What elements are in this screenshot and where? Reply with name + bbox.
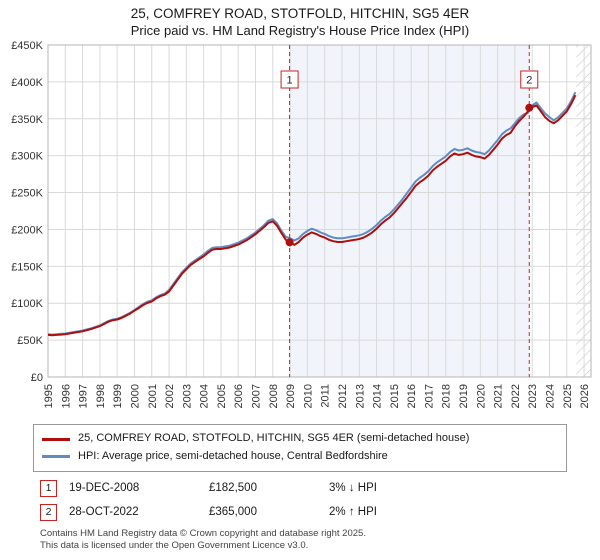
- sale-1-price: £182,500: [209, 482, 257, 495]
- svg-text:1998: 1998: [95, 384, 107, 408]
- sale-2-date: 28-OCT-2022: [69, 506, 139, 519]
- svg-text:£150K: £150K: [11, 262, 43, 274]
- sale-row-1: 1 19-DEC-2008 £182,500 3% ↓ HPI: [40, 479, 600, 497]
- svg-text:2025: 2025: [562, 384, 574, 408]
- legend-item-hpi: HPI: Average price, semi-detached house,…: [42, 448, 558, 466]
- sale-2-price: £365,000: [209, 506, 257, 519]
- svg-text:2018: 2018: [441, 384, 453, 408]
- svg-text:2021: 2021: [493, 384, 505, 408]
- svg-text:2013: 2013: [354, 384, 366, 408]
- property-line-swatch: [42, 437, 70, 441]
- svg-text:2003: 2003: [181, 384, 193, 408]
- svg-text:2009: 2009: [285, 384, 297, 408]
- svg-text:1996: 1996: [60, 384, 72, 408]
- svg-text:2006: 2006: [233, 384, 245, 408]
- svg-text:£200K: £200K: [11, 225, 43, 237]
- sale-1-date: 19-DEC-2008: [69, 482, 140, 495]
- svg-text:£400K: £400K: [11, 77, 43, 89]
- svg-text:£0: £0: [31, 372, 43, 384]
- svg-text:2016: 2016: [406, 384, 418, 408]
- svg-text:2005: 2005: [216, 384, 228, 408]
- svg-text:2026: 2026: [579, 384, 591, 408]
- svg-text:£450K: £450K: [11, 40, 43, 52]
- svg-text:1995: 1995: [43, 384, 55, 408]
- svg-text:1999: 1999: [112, 384, 124, 408]
- svg-text:2011: 2011: [320, 384, 332, 408]
- chart-header: 25, COMFREY ROAD, STOTFOLD, HITCHIN, SG5…: [0, 0, 600, 39]
- svg-text:2007: 2007: [251, 384, 263, 408]
- sale-1-marker-badge: 1: [40, 479, 57, 497]
- legend-label-property: 25, COMFREY ROAD, STOTFOLD, HITCHIN, SG5…: [78, 432, 470, 445]
- svg-text:2024: 2024: [544, 384, 556, 408]
- svg-text:2020: 2020: [475, 384, 487, 408]
- sale-2-hpi-delta: 2% ↑ HPI: [329, 506, 377, 519]
- legend: 25, COMFREY ROAD, STOTFOLD, HITCHIN, SG5…: [33, 424, 567, 472]
- svg-text:2022: 2022: [510, 384, 522, 408]
- svg-text:2008: 2008: [268, 384, 280, 408]
- svg-text:£350K: £350K: [11, 114, 43, 126]
- sale-row-2: 2 28-OCT-2022 £365,000 2% ↑ HPI: [40, 503, 600, 521]
- sale-2-marker-badge: 2: [40, 503, 57, 521]
- svg-text:£300K: £300K: [11, 151, 43, 163]
- svg-text:2015: 2015: [389, 384, 401, 408]
- svg-text:2001: 2001: [147, 384, 159, 408]
- sales-annotations: 1 19-DEC-2008 £182,500 3% ↓ HPI 2 28-OCT…: [40, 479, 600, 521]
- price-chart: £0 £50K £100K £150K £200K £250K £300K £350K £400…: [11, 40, 592, 409]
- svg-text:£100K: £100K: [11, 299, 43, 311]
- svg-text:2010: 2010: [302, 384, 314, 408]
- hpi-line-swatch: [42, 455, 70, 459]
- svg-text:2002: 2002: [164, 384, 176, 408]
- svg-text:2019: 2019: [458, 384, 470, 408]
- svg-text:1997: 1997: [78, 384, 90, 408]
- svg-text:2017: 2017: [423, 384, 435, 408]
- footer-licence: This data is licensed under the Open Gov…: [40, 539, 309, 551]
- legend-label-hpi: HPI: Average price, semi-detached house,…: [78, 450, 388, 463]
- sale-1-hpi-delta: 3% ↓ HPI: [329, 482, 377, 495]
- svg-text:2014: 2014: [372, 384, 384, 408]
- svg-text:2004: 2004: [199, 384, 211, 408]
- footer-copyright: Contains HM Land Registry data © Crown c…: [40, 527, 366, 539]
- svg-text:2000: 2000: [129, 384, 141, 408]
- svg-text:£250K: £250K: [11, 188, 43, 200]
- page-title: 25, COMFREY ROAD, STOTFOLD, HITCHIN, SG5…: [130, 6, 470, 21]
- svg-text:2: 2: [526, 75, 532, 87]
- page-subtitle: Price paid vs. HM Land Registry's House …: [130, 22, 470, 38]
- svg-text:£50K: £50K: [17, 336, 43, 348]
- svg-text:2012: 2012: [337, 384, 349, 408]
- footer: Contains HM Land Registry data © Crown c…: [40, 528, 600, 552]
- legend-item-property: 25, COMFREY ROAD, STOTFOLD, HITCHIN, SG5…: [42, 430, 558, 448]
- svg-text:1: 1: [287, 75, 293, 87]
- svg-text:2023: 2023: [527, 384, 539, 408]
